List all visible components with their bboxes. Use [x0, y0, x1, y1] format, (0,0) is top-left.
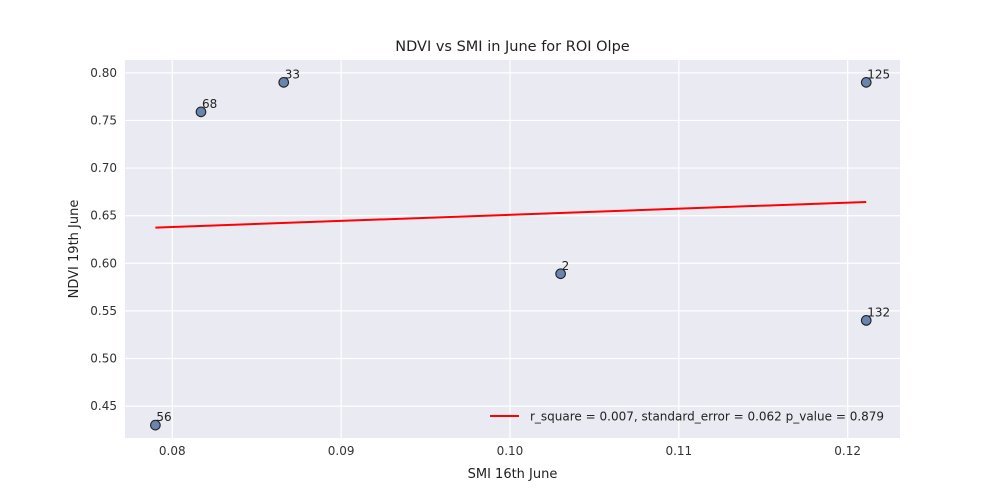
grid [125, 60, 900, 438]
point-label: 68 [202, 97, 217, 111]
chart-title: NDVI vs SMI in June for ROI Olpe [395, 39, 629, 55]
y-tick-label: 0.70 [90, 161, 117, 175]
legend-entry: r_square = 0.007, standard_error = 0.062… [530, 410, 884, 424]
y-tick-label: 0.55 [90, 304, 117, 318]
point-label: 33 [285, 67, 300, 81]
data-points [150, 77, 872, 431]
y-tick-label: 0.50 [90, 351, 117, 365]
point-label: 132 [867, 305, 890, 319]
point-labels: 56 68 33 2 125 132 [156, 67, 890, 424]
legend: r_square = 0.007, standard_error = 0.062… [490, 410, 884, 424]
x-tick-label: 0.08 [159, 444, 186, 458]
x-tick-labels: 0.08 0.09 0.10 0.11 0.12 [159, 444, 861, 458]
y-tick-label: 0.80 [90, 66, 117, 80]
y-tick-label: 0.75 [90, 113, 117, 127]
data-point [195, 106, 207, 118]
data-point [860, 77, 872, 88]
x-tick-label: 0.09 [328, 444, 355, 458]
x-tick-label: 0.11 [665, 444, 692, 458]
data-point [555, 268, 566, 280]
y-tick-label: 0.45 [90, 399, 117, 413]
point-label: 56 [156, 410, 171, 424]
plot-area [125, 60, 900, 438]
data-point [150, 419, 161, 431]
y-tick-labels: 0.45 0.50 0.55 0.60 0.65 0.70 0.75 0.80 [90, 66, 117, 413]
point-label: 2 [562, 259, 570, 273]
point-label: 125 [867, 67, 890, 81]
data-point [860, 315, 872, 326]
data-point [278, 77, 290, 88]
y-axis-label: NDVI 19th June [67, 200, 82, 299]
x-tick-label: 0.12 [834, 444, 861, 458]
fit-line [155, 200, 867, 229]
x-tick-label: 0.10 [497, 444, 524, 458]
fit-line-group [155, 200, 867, 229]
x-axis-label: SMI 16th June [468, 467, 558, 482]
y-tick-label: 0.65 [90, 209, 117, 223]
y-tick-label: 0.60 [90, 256, 117, 270]
